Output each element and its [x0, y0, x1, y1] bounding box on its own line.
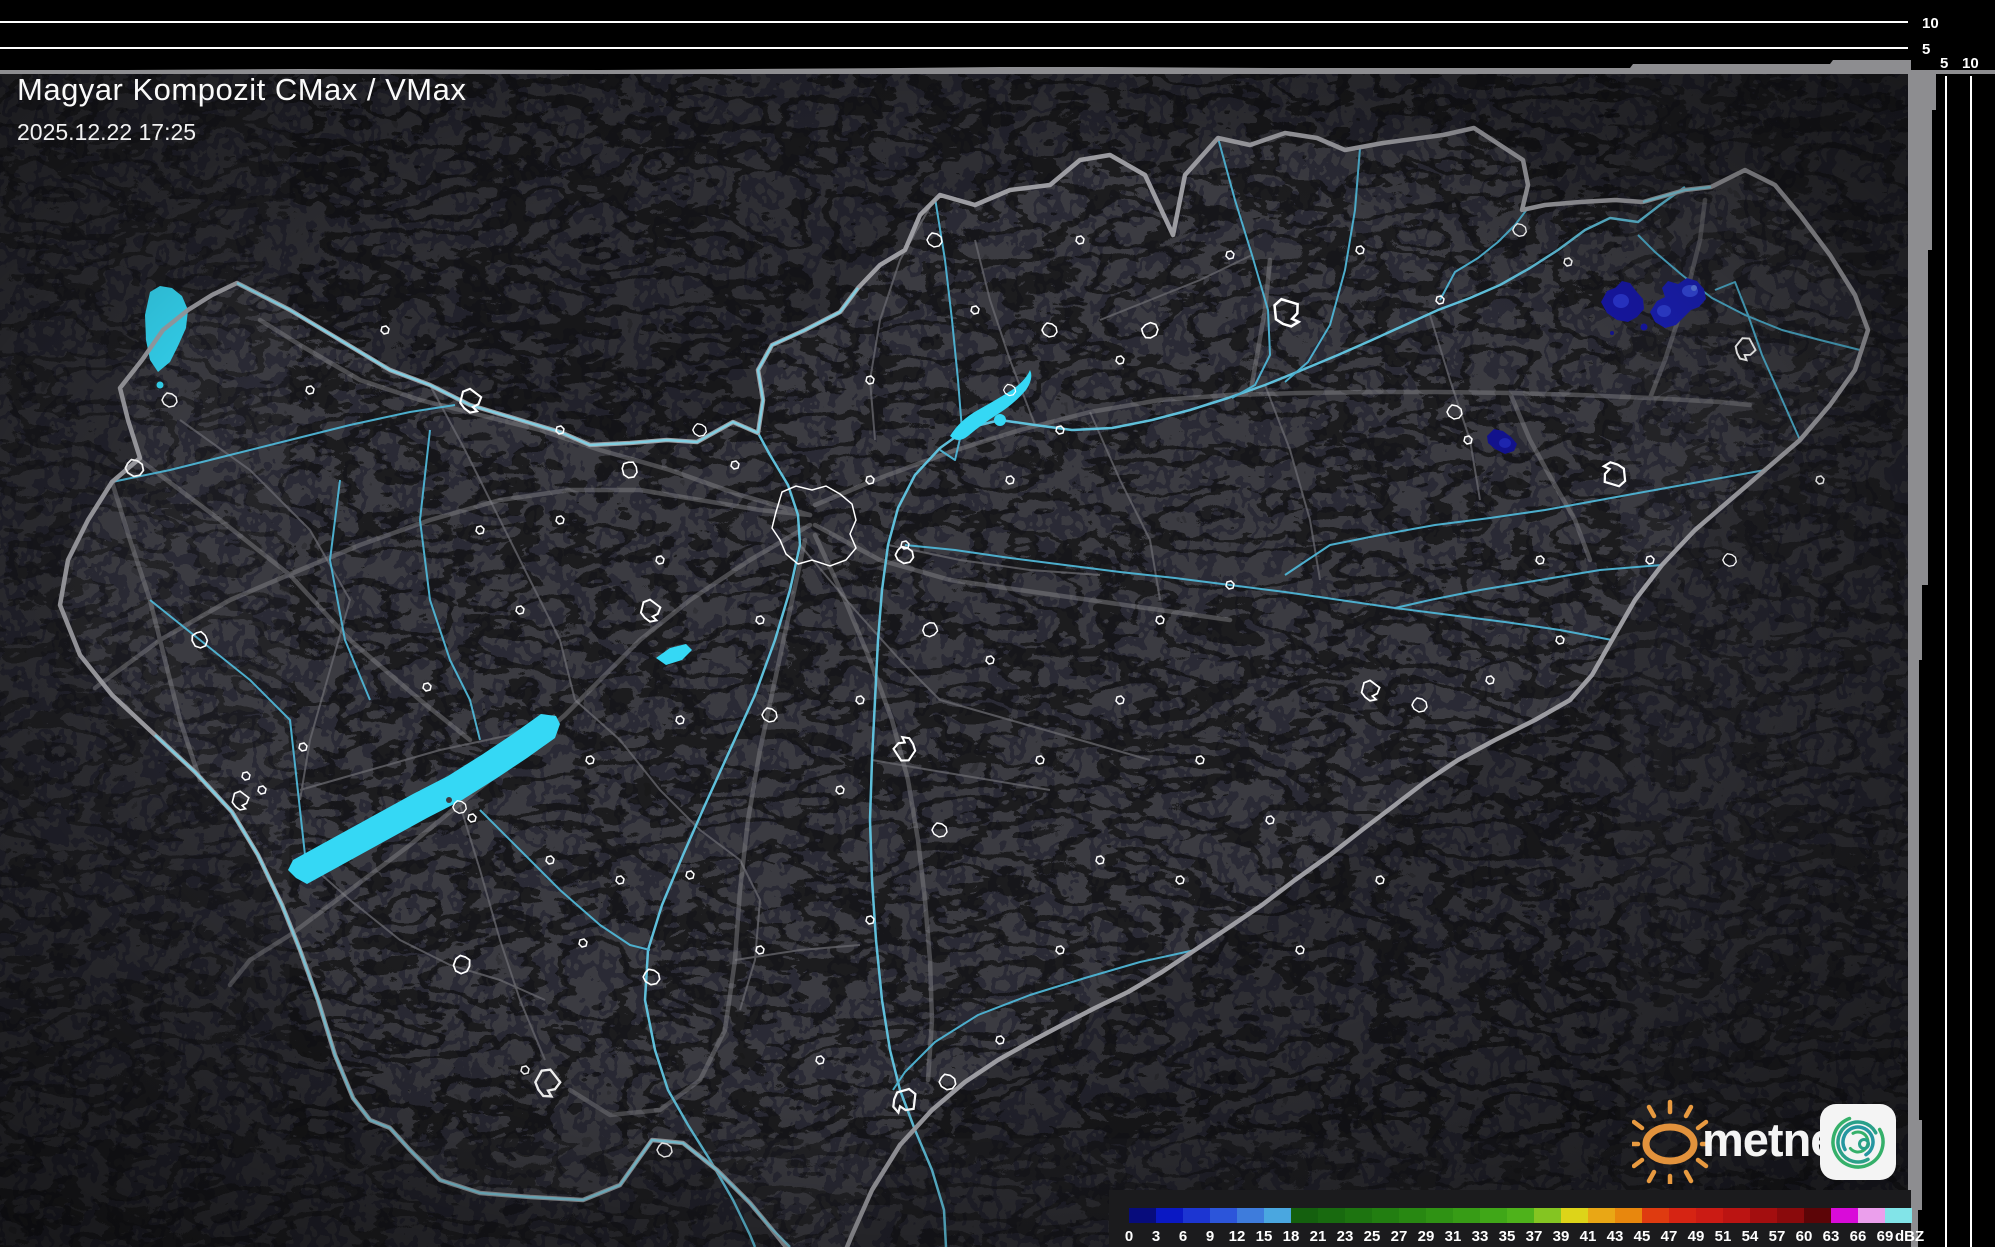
timestamp: 2025.12.22 17:25 [17, 119, 197, 145]
dbz-tick-label: 43 [1606, 1228, 1624, 1245]
dbz-cell-43: 43 [1607, 1208, 1642, 1245]
dbz-tick-label: 31 [1444, 1228, 1462, 1245]
cyclone-spiral-icon [1820, 1104, 1896, 1180]
right-profile-strip [1908, 0, 1995, 1247]
right-axis-5-label: 5 [1940, 55, 1948, 72]
map-right-divider [1908, 74, 1914, 1247]
dbz-legend: 0 3 6 9 12 15 18 21 23 25 27 29 31 33 35 37 39 41 43 45 47 49… [1109, 1190, 1924, 1247]
dbz-cell-27: 27 [1391, 1208, 1426, 1245]
dbz-tick-label: 49 [1687, 1228, 1705, 1245]
dbz-tick-label: 0 [1124, 1228, 1134, 1245]
dbz-cell-3: 3 [1152, 1208, 1183, 1245]
dbz-cell-57: 57 [1769, 1208, 1804, 1245]
dbz-cell-0: 0 [1125, 1208, 1156, 1245]
dbz-tick-label: 6 [1178, 1228, 1188, 1245]
dbz-cell-12: 12 [1229, 1208, 1264, 1245]
top-profile-strip [0, 0, 1995, 74]
dbz-tick-label: 15 [1255, 1228, 1273, 1245]
dbz-cell-29: 29 [1418, 1208, 1453, 1245]
dbz-cell-54: 54 [1742, 1208, 1777, 1245]
dbz-tick-label: 9 [1205, 1228, 1215, 1245]
dbz-tick-label: 33 [1471, 1228, 1489, 1245]
dbz-cell-6: 6 [1179, 1208, 1210, 1245]
dbz-tick-label: 69 [1876, 1228, 1894, 1245]
dbz-cell-31: 31 [1445, 1208, 1480, 1245]
dbz-tick-label: 41 [1579, 1228, 1597, 1245]
dbz-tick-label: 18 [1282, 1228, 1300, 1245]
dbz-cell-60: 60 [1796, 1208, 1831, 1245]
dbz-cell-66: 66 [1850, 1208, 1885, 1245]
dbz-cell-39: 39 [1553, 1208, 1588, 1245]
dbz-cell-23: 23 [1337, 1208, 1372, 1245]
dbz-tick-label: 51 [1714, 1228, 1732, 1245]
dbz-cell-37: 37 [1526, 1208, 1561, 1245]
dbz-tick-label: 23 [1336, 1228, 1354, 1245]
dbz-tick-label: 37 [1525, 1228, 1543, 1245]
dbz-cell-21: 21 [1310, 1208, 1345, 1245]
dbz-cell-69: 69 [1877, 1208, 1912, 1245]
dbz-tick-label: 39 [1552, 1228, 1570, 1245]
dbz-tick-label: 63 [1822, 1228, 1840, 1245]
dbz-tick-label: 27 [1390, 1228, 1408, 1245]
dbz-tick-label: 12 [1228, 1228, 1246, 1245]
dbz-tick-label: 45 [1633, 1228, 1651, 1245]
dbz-cell-33: 33 [1472, 1208, 1507, 1245]
right-terrain-profile [1914, 74, 1936, 1247]
page-title: Magyar Kompozit CMax / VMax [17, 72, 467, 107]
dbz-cell-45: 45 [1634, 1208, 1669, 1245]
dbz-cell-51: 51 [1715, 1208, 1750, 1245]
dbz-cell-15: 15 [1256, 1208, 1291, 1245]
dbz-colorbar: 0 3 6 9 12 15 18 21 23 25 27 29 31 33 35 37 39 41 43 45 47 49… [1125, 1208, 1912, 1245]
dbz-tick-label: 21 [1309, 1228, 1327, 1245]
dbz-cell-35: 35 [1499, 1208, 1534, 1245]
vignette [0, 74, 1911, 1247]
dbz-tick-label: 66 [1849, 1228, 1867, 1245]
dbz-tick-label: 47 [1660, 1228, 1678, 1245]
dbz-cell-49: 49 [1688, 1208, 1723, 1245]
dbz-cell-63: 63 [1823, 1208, 1858, 1245]
top-axis-5-label: 5 [1922, 41, 1930, 58]
dbz-tick-label: 29 [1417, 1228, 1435, 1245]
dbz-tick-label: 35 [1498, 1228, 1516, 1245]
dbz-cell-41: 41 [1580, 1208, 1615, 1245]
dbz-tick-label: 25 [1363, 1228, 1381, 1245]
map-area [0, 74, 1911, 1247]
branding: metnet [1632, 1096, 1902, 1186]
dbz-cell-18: 18 [1283, 1208, 1318, 1245]
dbz-tick-label: 57 [1768, 1228, 1786, 1245]
dbz-cell-25: 25 [1364, 1208, 1399, 1245]
top-terrain-profile [0, 60, 1911, 74]
dbz-unit-label: dBZ [1895, 1228, 1925, 1245]
dbz-tick-label: 3 [1151, 1228, 1161, 1245]
top-axis-10-label: 10 [1922, 15, 1939, 32]
dbz-tick-label: 60 [1795, 1228, 1813, 1245]
right-axis-10-label: 10 [1962, 55, 1979, 72]
sun-icon [1632, 1099, 1710, 1184]
dbz-cell-47: 47 [1661, 1208, 1696, 1245]
dbz-cell-9: 9 [1206, 1208, 1237, 1245]
dbz-tick-label: 54 [1741, 1228, 1759, 1245]
title-block: Magyar Kompozit CMax / VMax 2025.12.22 1… [17, 72, 466, 146]
